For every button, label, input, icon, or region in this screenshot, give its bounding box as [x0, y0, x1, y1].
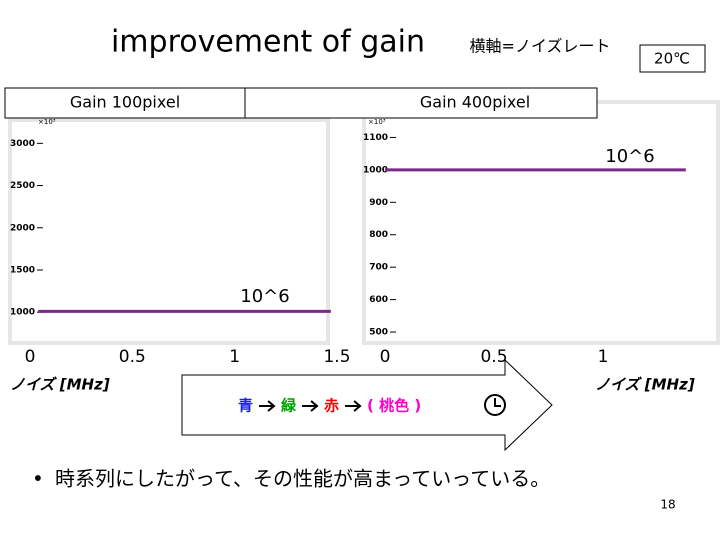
y-tick-label: 600 [369, 295, 388, 305]
step-arrow [259, 400, 276, 412]
x-tick-label: 0 [25, 347, 36, 367]
x-tick-label: 0.5 [119, 347, 146, 367]
step-arrow [345, 400, 362, 412]
x-tick-label: 0 [380, 347, 391, 367]
x-axis-label: ノイズ [MHz] [10, 376, 110, 394]
step-label: 青 [238, 397, 253, 415]
axis-note: 横軸=ノイズレート [470, 37, 611, 56]
x-tick-label: 1 [598, 347, 609, 367]
y-tick-label: 1100 [363, 133, 388, 143]
y-tick-label: 800 [369, 230, 388, 240]
annotation: 10^6 [605, 146, 654, 167]
y-tick-label: 700 [369, 263, 388, 273]
y-tick-label: 1000 [363, 165, 388, 175]
step-arrow [302, 400, 319, 412]
step-label: 赤 [324, 397, 339, 415]
chart-title: Gain 100pixel [70, 93, 180, 112]
step-label: ( 桃色 ) [367, 397, 421, 415]
x-axis-label: ノイズ [MHz] [595, 376, 695, 394]
chart-title: Gain 400pixel [420, 93, 530, 112]
slide-title: improvement of gain [111, 25, 425, 60]
chart-title-box [4, 87, 246, 119]
y-tick-label: 900 [369, 198, 388, 208]
bullet-mark: • [32, 467, 44, 491]
step-label: 緑 [281, 397, 297, 415]
plot-area [366, 104, 716, 341]
temperature: 20℃ [654, 50, 690, 68]
chart-title-box [244, 87, 598, 119]
annotation: 10^6 [240, 286, 289, 307]
clock-hands [494, 398, 501, 407]
x-tick-label: 1.5 [323, 347, 350, 367]
y-tick-label: 500 [369, 328, 388, 338]
color-steps: 青 緑 赤 ( 桃色 ) [238, 397, 421, 415]
temperature-box [639, 44, 706, 73]
bullet-text: 時系列にしたがって、その性能が高まっていっている。 [55, 467, 550, 491]
y-tick-label: 1000 [10, 308, 35, 318]
y-tick-label: 2500 [10, 181, 35, 191]
clock-icon [484, 394, 506, 416]
time-arrow [181, 358, 553, 452]
page-number: 18 [660, 498, 675, 512]
y-tick-label: 1500 [10, 265, 35, 275]
plot-area [12, 122, 326, 341]
x-tick-label: 0.5 [480, 347, 507, 367]
y-multiplier: ×10³ [368, 118, 386, 126]
x-tick-label: 1 [229, 347, 240, 367]
y-tick-label: 3000 [10, 139, 35, 149]
y-multiplier: ×10³ [38, 118, 56, 126]
y-tick-label: 2000 [10, 223, 35, 233]
